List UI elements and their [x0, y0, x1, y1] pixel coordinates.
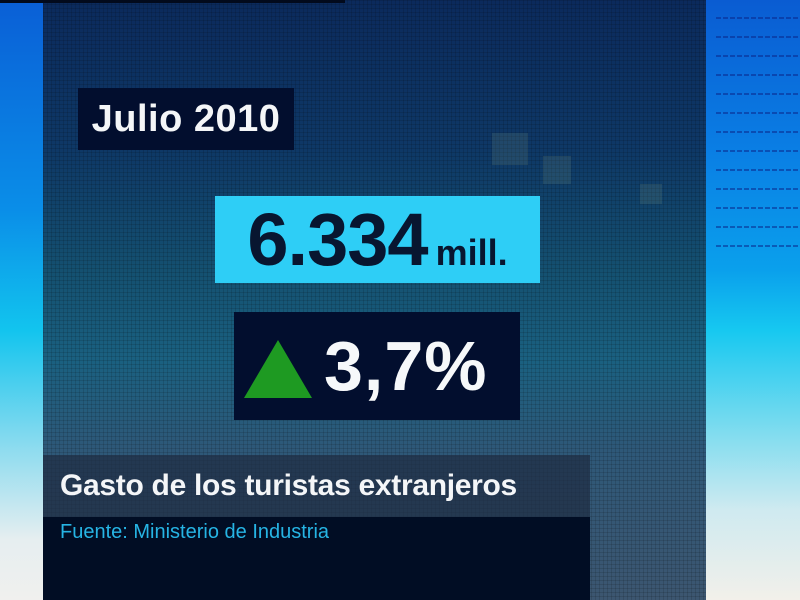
total-value-unit: mill. [435, 232, 508, 273]
caption-title-band: Gasto de los turistas extranjeros [43, 455, 590, 517]
change-box: 3,7% [234, 312, 520, 420]
green-up-triangle-icon [244, 340, 312, 398]
total-value-box: 6.334 mill. [215, 196, 540, 283]
total-value: 6.334 [247, 198, 428, 281]
period-label-box: Julio 2010 [78, 88, 294, 150]
change-percent: 3,7% [324, 327, 488, 405]
caption-source: Fuente: Ministerio de Industria [60, 521, 330, 543]
period-label: Julio 2010 [91, 97, 281, 140]
decorative-tile [543, 156, 571, 184]
caption-source-band: Fuente: Ministerio de Industria [43, 517, 590, 600]
decorative-tile [640, 184, 662, 204]
dashed-lines-decoration [716, 0, 800, 250]
decorative-tile [492, 133, 528, 165]
top-border-line [0, 0, 345, 3]
right-background-strip [706, 0, 800, 600]
caption-title: Gasto de los turistas extranjeros [60, 469, 517, 502]
left-background-strip [0, 0, 43, 600]
